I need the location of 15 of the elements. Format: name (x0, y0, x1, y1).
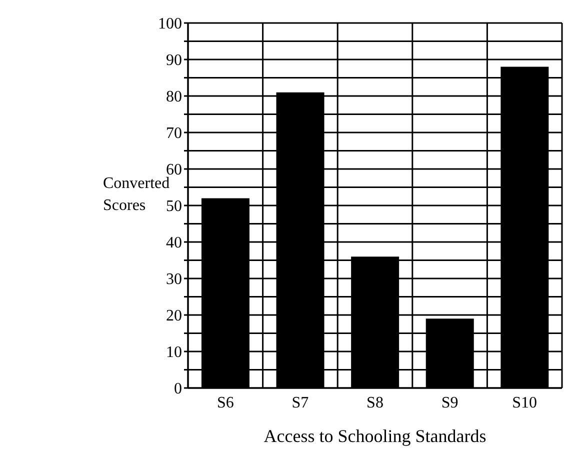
y-tick-label: 90 (166, 52, 182, 70)
x-tick-label: S9 (441, 394, 458, 412)
x-tick-label: S7 (292, 394, 309, 412)
y-tick-label: 10 (166, 344, 182, 362)
y-tick-label: 40 (166, 234, 182, 252)
y-tick-label: 0 (174, 380, 182, 398)
x-tick-label: S8 (366, 394, 384, 412)
x-axis-title: Access to Schooling Standards (264, 426, 486, 446)
y-tick-label: 100 (158, 16, 182, 33)
x-tick-label: S10 (512, 394, 538, 412)
y-tick-label: 30 (166, 271, 182, 288)
y-tick-label: 80 (166, 88, 182, 106)
x-tick-label: S6 (216, 394, 234, 412)
y-tick-label: 20 (166, 308, 182, 325)
y-tick-label: 70 (166, 125, 182, 142)
